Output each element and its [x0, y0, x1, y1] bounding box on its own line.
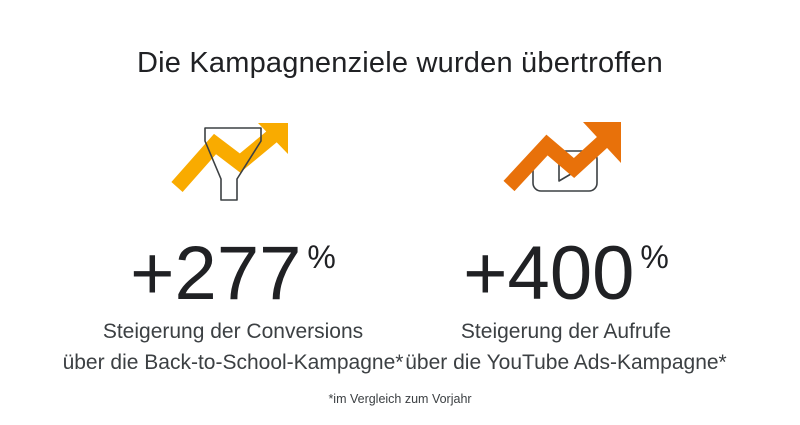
trend-arrow-head [258, 123, 288, 154]
stat-unit: % [307, 239, 336, 275]
stat-desc-line1: Steigerung der Conversions [102, 320, 364, 343]
stat-desc-line2: über die YouTube Ads-Kampagne* [405, 351, 727, 374]
trend-arrow-shaft [171, 128, 280, 192]
stat-desc-line1: Steigerung der Aufrufe [460, 320, 672, 343]
stat-block-conversions: +277% Steigerung der Conversions über di… [43, 107, 423, 378]
trend-arrow-head [583, 122, 621, 163]
slide-title: Die Kampagnenziele wurden übertroffen [137, 47, 663, 79]
stat-number: +400 [463, 231, 635, 316]
stat-unit: % [640, 239, 669, 275]
footnote: *im Vergleich zum Vorjahr [328, 392, 472, 406]
stat-desc-line2: über die Back-to-School-Kampagne* [62, 351, 404, 374]
funnel-trend-up-icon [171, 123, 288, 201]
youtube-trend-up-icon [503, 122, 621, 192]
stat-description-views: Steigerung der Aufrufe über die YouTube … [376, 316, 756, 378]
stat-value-conversions: +277% [43, 219, 423, 312]
stat-number: +277 [130, 231, 302, 316]
stat-description-conversions: Steigerung der Conversions über die Back… [43, 316, 423, 378]
stat-value-views: +400% [376, 219, 756, 312]
funnel-outline-icon [204, 127, 262, 201]
stat-block-views: +400% Steigerung der Aufrufe über die Yo… [376, 107, 756, 378]
trend-arrow-shaft [503, 131, 614, 192]
